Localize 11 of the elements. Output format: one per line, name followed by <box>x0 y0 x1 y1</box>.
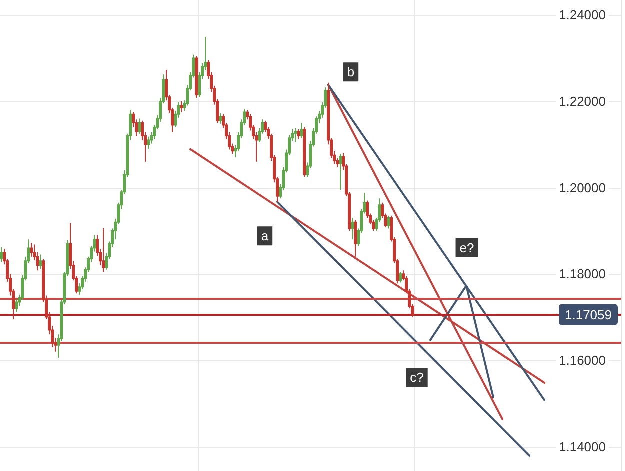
annotation: a <box>261 228 270 244</box>
y-tick-label: 1.18000 <box>559 266 606 282</box>
y-tick-label: 1.20000 <box>559 180 606 196</box>
ref-line-label: 1.17059 <box>565 307 612 322</box>
y-tick-label: 1.24000 <box>559 8 606 23</box>
y-tick-label: 1.14000 <box>559 439 606 454</box>
annotation: e? <box>460 240 474 256</box>
y-tick-label: 1.22000 <box>559 94 606 109</box>
annotation: c? <box>410 370 424 386</box>
annotation: b <box>347 64 355 80</box>
y-tick-label: 1.16000 <box>559 352 606 368</box>
